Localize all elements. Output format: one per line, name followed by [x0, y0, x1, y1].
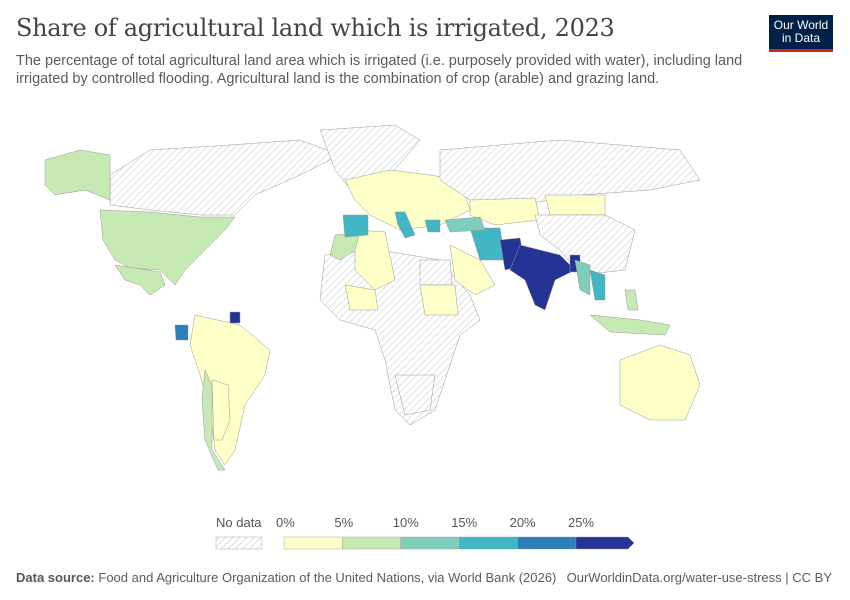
chart-subtitle: The percentage of total agricultural lan…: [16, 53, 743, 87]
country-west-africa[interactable]: [344, 284, 379, 311]
world-map[interactable]: [0, 120, 850, 510]
legend-tick: 20%: [509, 515, 536, 530]
country-chile[interactable]: [201, 369, 226, 471]
legend-tick: 15%: [451, 515, 478, 530]
legend: No data 0% 5% 10% 15% 20% 25%: [0, 515, 850, 555]
legend-bin-1: [342, 536, 401, 550]
country-spain[interactable]: [342, 214, 369, 238]
country-algeria[interactable]: [354, 229, 396, 291]
footer-url[interactable]: OurWorldinData.org/water-use-stress | CC…: [566, 570, 832, 585]
country-turkey[interactable]: [444, 216, 486, 233]
legend-tick: 10%: [392, 515, 419, 530]
country-argentina-west[interactable]: [211, 379, 231, 441]
logo-line1: Our World: [773, 18, 829, 32]
country-mexico[interactable]: [114, 264, 166, 296]
country-china[interactable]: [534, 214, 636, 276]
country-saudi-arabia[interactable]: [449, 244, 496, 296]
country-greece[interactable]: [424, 219, 441, 233]
logo-line2: in Data: [781, 31, 821, 45]
legend-tick: 25%: [568, 515, 595, 530]
country-kazakhstan[interactable]: [469, 197, 541, 226]
country-iran[interactable]: [469, 227, 506, 261]
country-egypt[interactable]: [419, 259, 453, 286]
legend-bin-0: [283, 536, 343, 550]
country-europe[interactable]: [344, 169, 471, 231]
country-north-america-usa[interactable]: [99, 209, 236, 286]
country-india[interactable]: [509, 244, 576, 311]
country-suriname[interactable]: [229, 311, 241, 324]
country-south-america[interactable]: [189, 314, 271, 466]
legend-bin-5: [575, 536, 635, 550]
source-label: Data source:: [16, 570, 95, 585]
country-australia[interactable]: [619, 344, 701, 421]
legend-bar: [215, 536, 635, 550]
country-thailand[interactable]: [589, 269, 606, 301]
legend-no-data-swatch: [215, 536, 263, 550]
legend-bin-4: [517, 536, 577, 550]
country-sudan[interactable]: [419, 284, 459, 316]
country-philippines[interactable]: [624, 289, 639, 311]
country-mongolia[interactable]: [544, 194, 606, 216]
owid-logo[interactable]: Our World in Data: [769, 15, 833, 52]
country-alaska[interactable]: [44, 149, 111, 201]
country-italy[interactable]: [394, 211, 416, 239]
legend-tick: 0%: [276, 515, 295, 530]
country-canada[interactable]: [109, 139, 341, 216]
country-russia[interactable]: [439, 139, 701, 206]
legend-no-data-label: No data: [216, 515, 262, 530]
legend-bin-2: [400, 536, 460, 550]
source-text: Food and Agriculture Organization of the…: [98, 570, 557, 585]
footer-source: Data source: Food and Agriculture Organi…: [16, 570, 556, 585]
chart-title: Share of agricultural land which is irri…: [16, 14, 615, 42]
legend-tick: 5%: [334, 515, 354, 530]
country-south-africa[interactable]: [394, 374, 436, 416]
country-myanmar[interactable]: [574, 259, 591, 296]
country-ecuador[interactable]: [174, 324, 189, 341]
legend-bin-3: [459, 536, 518, 550]
country-indonesia[interactable]: [589, 314, 671, 336]
